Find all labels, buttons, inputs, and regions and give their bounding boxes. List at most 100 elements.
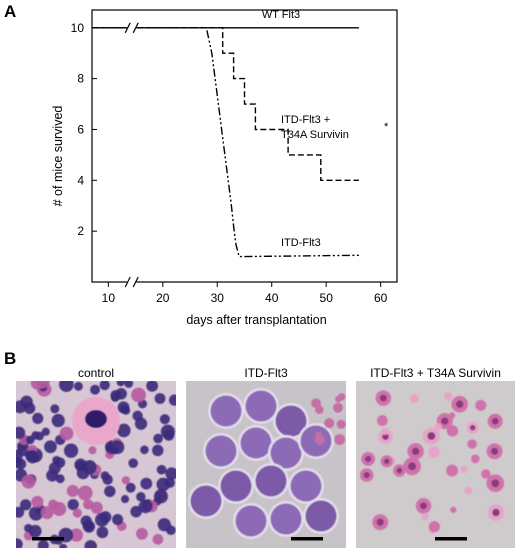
cell-nucleus	[379, 394, 387, 402]
cell	[470, 454, 480, 464]
cell	[245, 390, 277, 422]
axis-break-mark	[132, 276, 139, 288]
cell-nucleus	[455, 400, 464, 408]
cell	[125, 482, 136, 493]
cell	[20, 499, 32, 511]
panel-b-label: B	[4, 349, 16, 368]
axis-breaks	[124, 21, 139, 288]
axis-break-mark	[124, 276, 131, 288]
cell	[152, 533, 164, 545]
cell	[99, 381, 110, 391]
x-axis-title: days after transplantation	[186, 313, 326, 327]
cell	[110, 393, 120, 402]
cell	[112, 513, 124, 526]
cell	[153, 489, 168, 504]
cell-nucleus	[396, 467, 403, 474]
cell	[481, 469, 491, 479]
x-tick-label: 10	[102, 291, 116, 305]
cell	[156, 464, 167, 475]
cell	[475, 399, 487, 411]
cell	[270, 503, 302, 535]
cell-nucleus	[490, 447, 499, 455]
cell	[446, 464, 459, 477]
cell	[59, 543, 68, 548]
cell	[16, 426, 26, 439]
cell	[116, 381, 125, 387]
cell	[77, 485, 93, 501]
series-labels: WT Flt3 ITD-Flt3 + T34A Survivin * ITD-Flt3	[262, 9, 389, 249]
small-cell	[334, 434, 346, 445]
cell	[59, 381, 74, 392]
cell	[121, 495, 130, 504]
y-tick-label: 6	[77, 122, 84, 136]
cell-nucleus	[492, 508, 500, 517]
cell	[50, 404, 60, 414]
y-axis-title: # of mice survived	[51, 106, 65, 207]
cell-nucleus	[411, 447, 420, 456]
cell	[30, 381, 45, 390]
cell	[446, 425, 459, 437]
cell	[84, 540, 98, 548]
cell	[240, 427, 272, 459]
series-line-1	[92, 27, 359, 181]
micrograph-0: control	[16, 366, 176, 548]
y-tick-labels: 2 4 6 8 10	[71, 21, 85, 238]
cell	[44, 440, 57, 454]
cell	[131, 387, 146, 403]
cell	[381, 427, 389, 436]
cell	[159, 414, 170, 425]
micrograph-title: ITD-Flt3 + T34A Survivin	[370, 366, 501, 380]
cell	[110, 440, 125, 455]
cell-nucleus	[427, 432, 436, 440]
cell	[450, 506, 457, 513]
cell	[121, 476, 131, 485]
axis-break-mark	[124, 22, 131, 34]
axis-break-gap	[127, 21, 137, 34]
cell-nucleus	[441, 417, 449, 425]
cell	[121, 406, 131, 415]
cell	[210, 395, 242, 427]
x-tick-label: 40	[265, 291, 279, 305]
cell-nucleus	[383, 458, 390, 465]
micrograph-1: ITD-Flt3	[186, 366, 346, 548]
cell	[124, 381, 134, 388]
cell	[165, 467, 176, 480]
panel-a-label: A	[4, 2, 16, 21]
cell	[160, 424, 175, 439]
series-label-itd-t34a: ITD-Flt3 + T34A Survivin	[281, 114, 349, 141]
cell	[31, 495, 44, 508]
cell	[428, 446, 440, 458]
cell	[99, 511, 112, 524]
axis-break-gap	[127, 276, 137, 288]
cell	[255, 465, 287, 497]
survival-chart: 2 4 6 8 10 10 20 30 40 50 60 WT Flt3 ITD-Flt3 + T34…	[51, 9, 398, 327]
significance-star: *	[384, 121, 389, 133]
cell	[28, 524, 42, 538]
large-cell-nucleus	[85, 410, 107, 428]
y-tick-label: 10	[71, 21, 85, 35]
x-tick-label: 50	[320, 291, 334, 305]
cell-nucleus	[419, 502, 427, 510]
cell	[448, 412, 456, 419]
scale-bar	[435, 537, 467, 541]
axis-break-mark	[132, 22, 139, 34]
cell	[190, 485, 222, 517]
cell-nucleus	[491, 417, 499, 425]
cell	[132, 410, 143, 422]
cell	[205, 435, 237, 467]
cell	[88, 446, 97, 455]
cell	[26, 435, 35, 445]
cell	[464, 486, 473, 495]
cell	[443, 392, 453, 401]
cell	[428, 521, 440, 533]
cell	[409, 393, 419, 404]
cell	[220, 470, 252, 502]
cell	[153, 433, 163, 444]
micrograph-title: ITD-Flt3	[244, 366, 288, 380]
x-tick-labels: 10 20 30 40 50 60	[102, 291, 388, 305]
cell	[104, 485, 116, 498]
cell	[290, 470, 322, 502]
y-tick-label: 2	[77, 224, 84, 238]
cell	[96, 526, 109, 539]
small-cell	[336, 419, 346, 429]
